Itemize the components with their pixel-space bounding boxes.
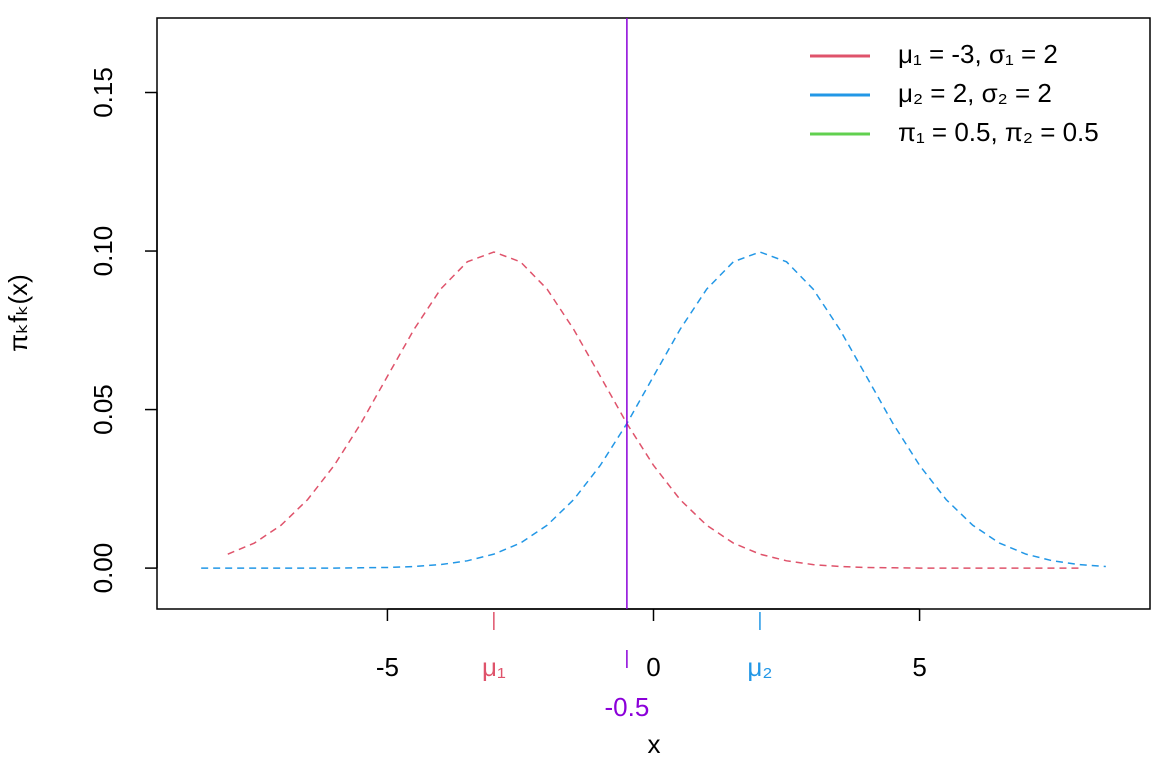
x-tick-label: -5 [376, 652, 399, 682]
mean-tick-label: μ₁ [482, 652, 506, 682]
legend-label: μ₁ = -3, σ₁ = 2 [898, 39, 1058, 69]
y-axis-label: πₖfₖ(x) [3, 274, 33, 352]
y-tick-label: 0.10 [88, 226, 118, 277]
density-line [227, 251, 1080, 569]
mean-tick-label: μ₂ [747, 652, 772, 682]
legend-label: μ₂ = 2, σ₂ = 2 [898, 78, 1052, 108]
legend-label: π₁ = 0.5, π₂ = 0.5 [898, 117, 1099, 147]
y-tick-label: 0.05 [88, 384, 118, 435]
y-tick-label: 0.00 [88, 543, 118, 594]
boundary-label: -0.5 [604, 692, 649, 722]
x-tick-label: 0 [646, 652, 660, 682]
density-line [201, 251, 1106, 569]
x-axis-label: x [648, 729, 661, 759]
x-tick-label: 5 [912, 652, 926, 682]
y-tick-label: 0.15 [88, 67, 118, 118]
